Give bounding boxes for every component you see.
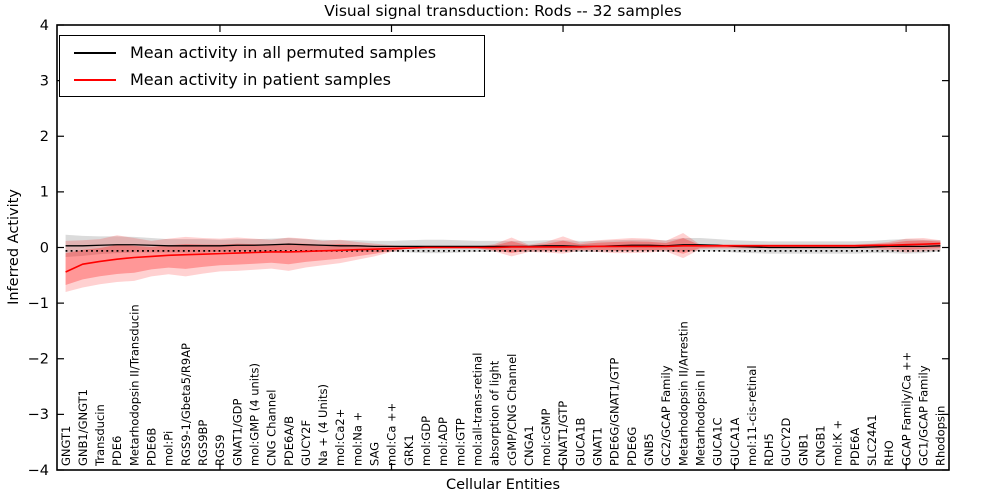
x-category-label: mol:K + (831, 420, 845, 466)
x-category-label: CNGA1 (522, 425, 536, 466)
x-category-label: mol:ADP (436, 417, 450, 466)
legend-line-patient-icon (74, 78, 116, 81)
x-category-label: Na + (4 Units) (316, 384, 330, 466)
x-category-label: mol:11-cis-retinal (745, 365, 759, 466)
x-category-label: mol:Pi (162, 431, 176, 466)
x-category-label: GUCY2F (299, 420, 313, 466)
y-tick-label: 0 (40, 240, 49, 256)
x-category-label: RGS9-1/Gbeta5/R9AP (179, 343, 193, 466)
x-category-label: PDE6G/GNAT1/GTP (608, 358, 622, 466)
x-category-label: PDE6A (848, 428, 862, 466)
x-category-label: GC1/GCAP Family (916, 365, 930, 466)
x-category-label: Transducin (93, 404, 107, 467)
x-category-label: RDH5 (762, 433, 776, 466)
x-category-label: GNB1/GNGT1 (76, 389, 90, 466)
x-category-label: mol:GTP (453, 418, 467, 466)
x-category-label: PDE6G (625, 427, 639, 466)
x-category-label: RGS9BP (196, 420, 210, 466)
x-category-label: PDE6 (110, 436, 124, 466)
x-category-label: GUCA1A (728, 417, 742, 466)
x-category-label: GNB1 (796, 433, 810, 466)
x-category-label: mol:cGMP (539, 409, 553, 466)
legend-entry-patient: Mean activity in patient samples (74, 68, 484, 92)
y-tick-label: −1 (28, 296, 49, 312)
x-category-label: GNAT1 (591, 427, 605, 466)
x-category-label: GRK1 (402, 434, 416, 466)
x-category-label: PDE6B (145, 428, 159, 466)
x-category-label: mol:GDP (419, 416, 433, 466)
x-category-label: RHO (882, 440, 896, 466)
y-tick-label: −3 (28, 407, 49, 423)
x-category-label: CNG Channel (265, 390, 279, 466)
x-category-label: mol:Ca ++ (385, 403, 399, 466)
patient-mean-line (65, 242, 941, 273)
x-axis-title: Cellular Entities (445, 477, 561, 493)
x-category-label: CNGB1 (814, 425, 828, 466)
x-category-label: mol:GMP (4 units) (247, 363, 261, 466)
y-tick-label: 2 (40, 129, 49, 145)
legend-line-permuted-icon (74, 51, 116, 54)
x-category-label: GUCA1B (573, 417, 587, 466)
x-category-label: Metarhodopsin II/Arrestin (676, 321, 690, 466)
x-category-label: SAG (368, 442, 382, 466)
legend: Mean activity in all permuted samples Me… (59, 35, 485, 97)
x-category-label: GNAT1/GTP (556, 401, 570, 466)
x-category-label: mol:Na + (350, 412, 364, 466)
x-category-label: RGS9 (213, 434, 227, 466)
y-tick-label: 3 (40, 73, 49, 89)
y-tick-label: 1 (40, 185, 49, 201)
y-tick-label: −2 (28, 352, 49, 368)
x-category-label: GNAT1/GDP (230, 399, 244, 466)
patient-band-outer (65, 233, 941, 292)
y-axis-title: Inferred Activity (6, 189, 22, 305)
x-category-label: GUCA1C (711, 417, 725, 466)
y-tick-label: 4 (40, 18, 49, 34)
x-category-label: Metarhodopsin II (693, 370, 707, 466)
x-category-label: mol:all-trans-retinal (470, 353, 484, 466)
x-category-label: GCAP Family/Ca ++ (899, 352, 913, 466)
permuted-mean-line (65, 243, 941, 249)
x-category-label: SLC24A1 (865, 414, 879, 466)
patient-band-inner (65, 238, 941, 285)
y-tick-label: −4 (28, 463, 49, 479)
x-category-label: GNGT1 (59, 426, 73, 466)
x-category-label: GNB5 (642, 433, 656, 466)
x-category-label: absorption of light (488, 360, 502, 466)
legend-label-patient: Mean activity in patient samples (130, 70, 391, 89)
x-category-label: GUCY2D (779, 418, 793, 466)
x-category-label: mol:Ca2+ (333, 409, 347, 466)
x-category-label: GC2/GCAP Family (659, 365, 673, 466)
legend-label-permuted: Mean activity in all permuted samples (130, 43, 437, 62)
x-category-label: Metarhodopsin II/Transducin (127, 304, 141, 466)
x-category-label: Rhodopsin (934, 406, 948, 466)
legend-entry-permuted: Mean activity in all permuted samples (74, 41, 484, 65)
x-category-label: cGMP/CNG Channel (505, 354, 519, 466)
x-category-label: PDE6A/B (282, 416, 296, 466)
chart-title: Visual signal transduction: Rods -- 32 s… (324, 2, 682, 20)
